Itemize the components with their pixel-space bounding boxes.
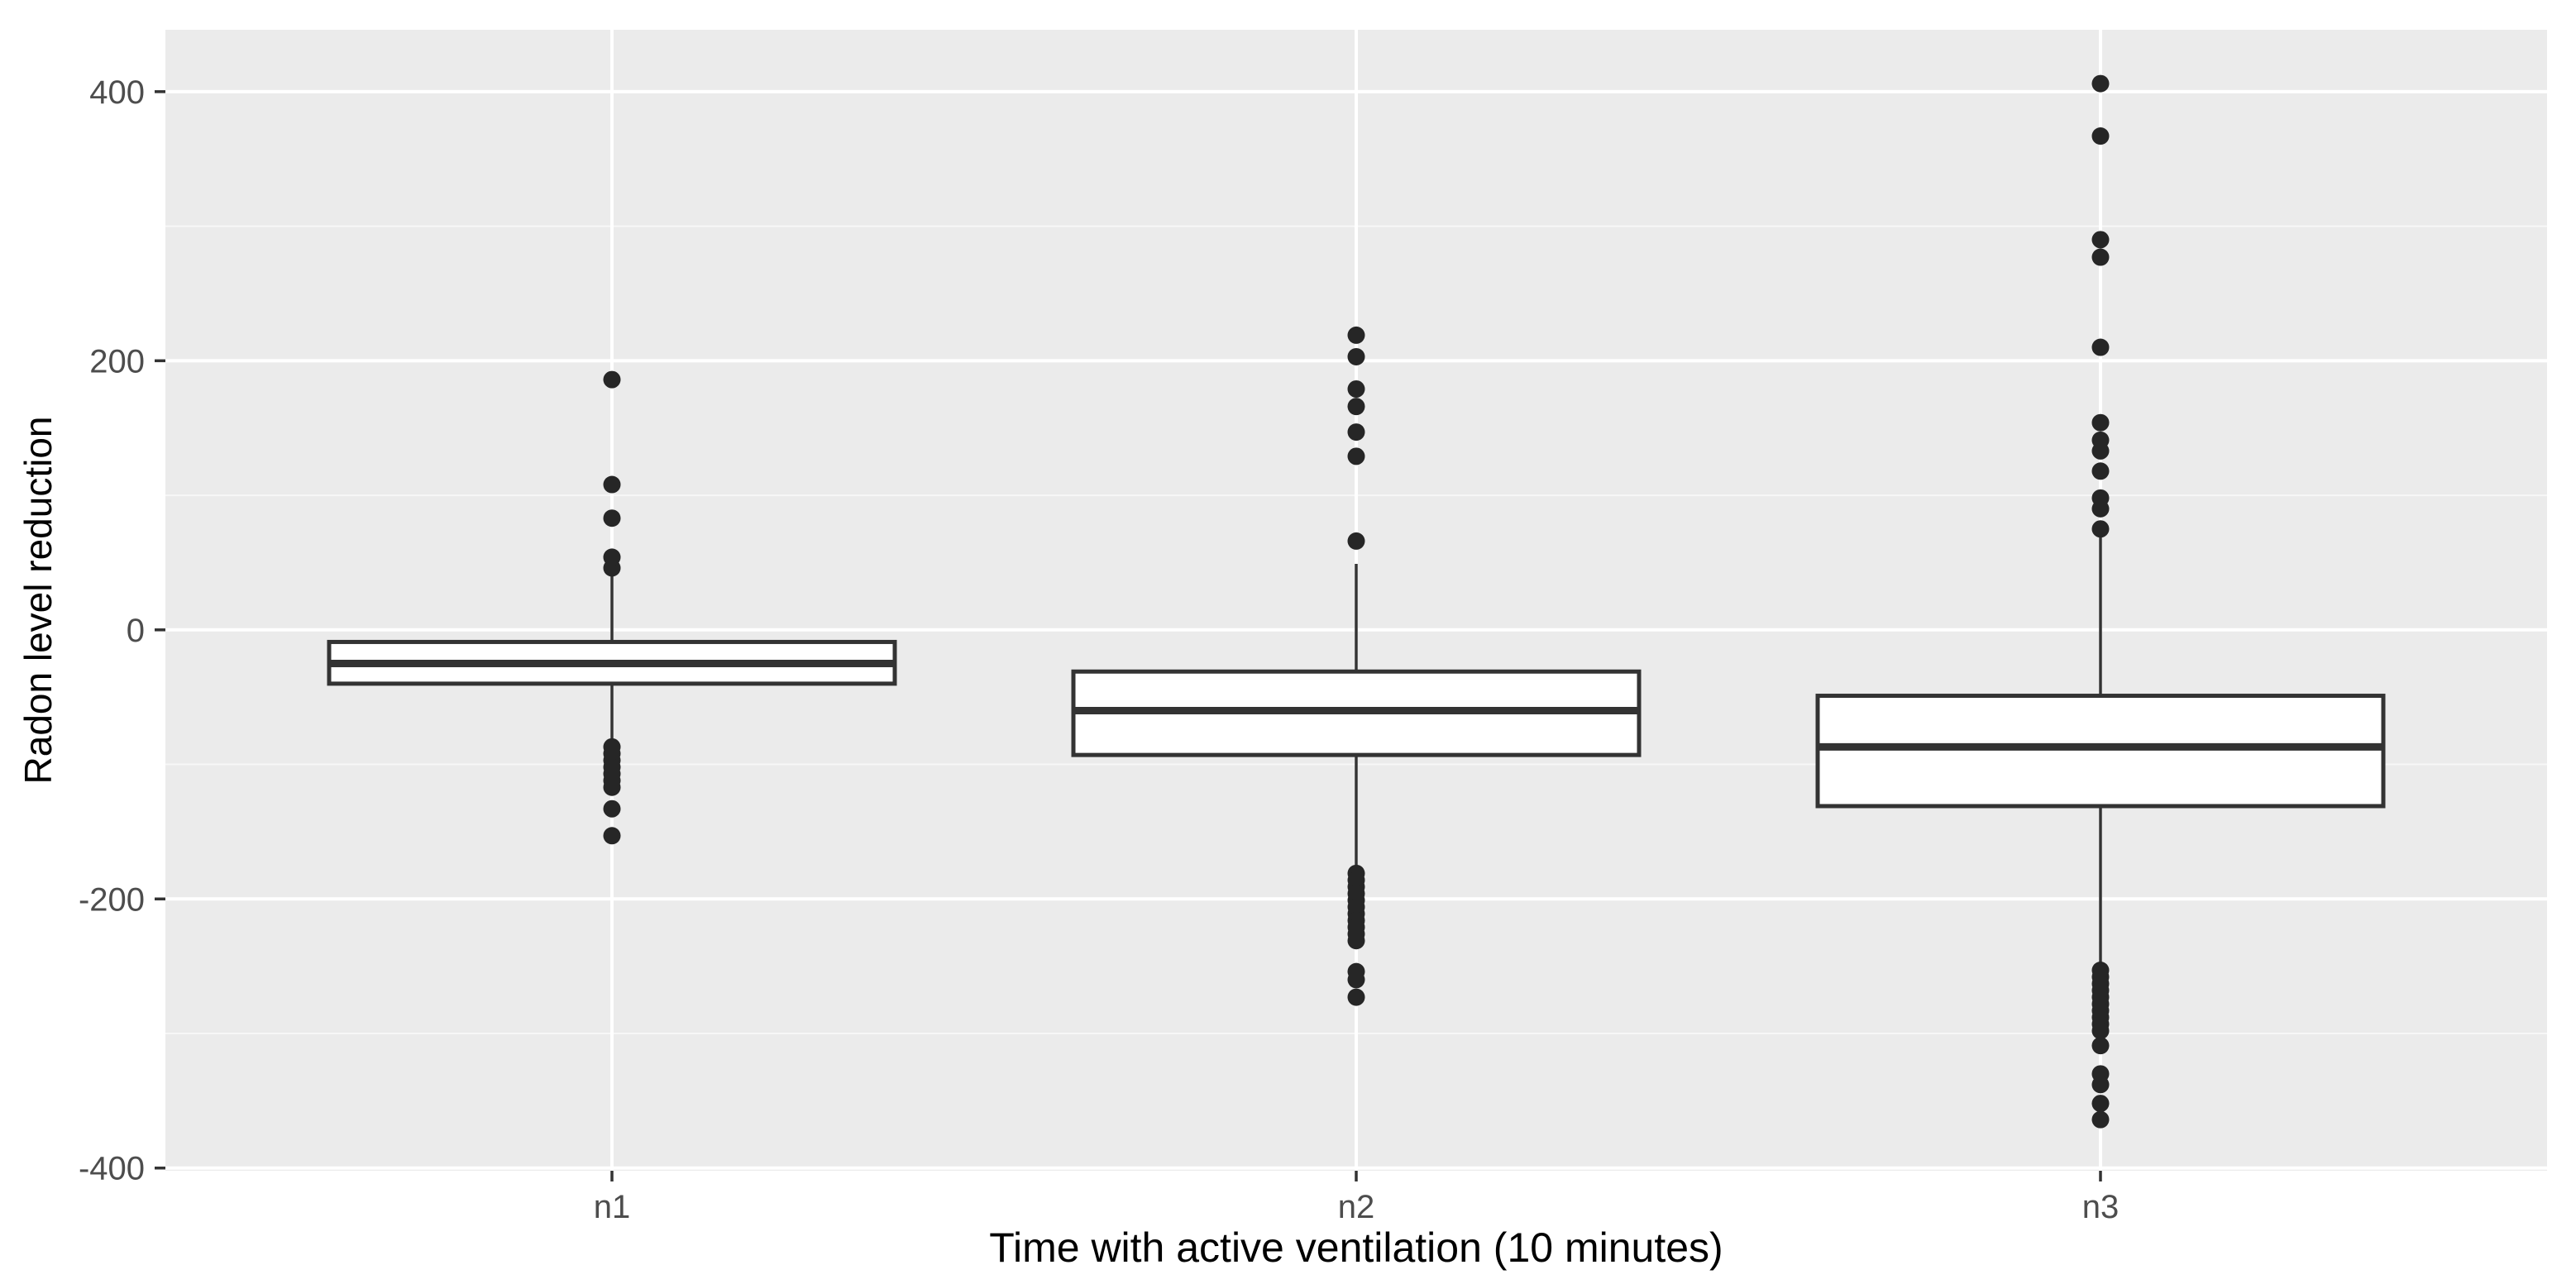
outlier-point — [1347, 971, 1365, 989]
outlier-point — [2091, 431, 2110, 449]
outlier-point — [2091, 489, 2110, 507]
outlier-point — [2091, 1076, 2110, 1094]
outlier-point — [603, 509, 621, 527]
outlier-point — [2091, 74, 2110, 93]
outlier-point — [2091, 413, 2110, 432]
x-tick-label: n3 — [2082, 1189, 2120, 1225]
outlier-point — [1347, 398, 1365, 416]
outlier-point — [603, 800, 621, 818]
outlier-point — [1347, 326, 1365, 344]
y-axis-title: Radon level reduction — [17, 417, 60, 785]
outlier-point — [1347, 447, 1365, 465]
boxplot-n2 — [1071, 326, 1642, 1006]
outlier-point — [603, 475, 621, 494]
outlier-point — [603, 370, 621, 389]
outlier-point — [1347, 988, 1365, 1006]
outlier-point — [2091, 231, 2110, 249]
outlier-point — [1347, 532, 1365, 550]
y-tick-label: 0 — [127, 613, 145, 649]
x-tick-label: n2 — [1338, 1189, 1375, 1225]
outlier-point — [1347, 347, 1365, 365]
iqr-box — [1815, 694, 2386, 809]
outlier-point — [603, 548, 621, 566]
outlier-point — [2091, 248, 2110, 266]
outlier-point — [603, 778, 621, 796]
outlier-point — [1347, 423, 1365, 442]
outlier-point — [2091, 338, 2110, 356]
outlier-point — [1347, 380, 1365, 399]
outlier-point — [2091, 1022, 2110, 1040]
boxplot-n1 — [327, 370, 897, 845]
outlier-point — [2091, 1095, 2110, 1113]
x-axis-title: Time with active ventilation (10 minutes… — [989, 1224, 1723, 1271]
axes: 400 200 0 -200 -400 n1 n2 n3 — [79, 74, 2119, 1225]
y-tick-label: 400 — [89, 74, 145, 111]
y-tick-label: 200 — [89, 343, 145, 379]
boxplots — [327, 74, 2386, 1129]
outlier-point — [2091, 520, 2110, 538]
outlier-point — [2091, 127, 2110, 146]
x-tick-label: n1 — [594, 1189, 631, 1225]
outlier-point — [2091, 462, 2110, 480]
outlier-point — [2091, 1110, 2110, 1129]
boxplot-n3 — [1815, 74, 2386, 1129]
y-tick-label: -400 — [79, 1151, 145, 1187]
outlier-point — [2091, 1037, 2110, 1055]
outlier-point — [603, 827, 621, 845]
outlier-point — [1347, 932, 1365, 950]
y-tick-label: -200 — [79, 881, 145, 918]
